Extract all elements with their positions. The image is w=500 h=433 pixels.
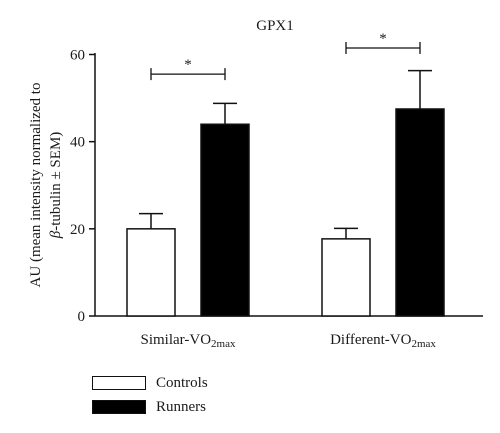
legend-swatch-runners — [92, 400, 146, 414]
bar-controls-1 — [321, 238, 371, 317]
y-tick-label-60: 60 — [70, 48, 85, 64]
y-tick-label-0: 0 — [78, 309, 86, 325]
x-tick-label-similar: Similar-VO2max — [141, 332, 236, 350]
bar-runners-1 — [395, 108, 445, 317]
legend-label-runners: Runners — [156, 398, 206, 415]
legend-item-runners: Runners — [92, 396, 208, 418]
y-axis-ticks: 0 20 40 60 — [70, 48, 95, 325]
legend-label-controls: Controls — [156, 374, 208, 391]
bars — [126, 108, 445, 317]
significance-markers: ** — [150, 31, 421, 81]
y-axis-label-line-1: AU (mean intensity normalized to — [28, 83, 44, 288]
bar-runners-0 — [200, 123, 250, 317]
y-axis-label-line-2: β-tubulin ± SEM) — [48, 132, 64, 240]
bar-controls-0 — [126, 228, 176, 317]
legend-swatch-controls — [92, 376, 146, 390]
y-tick-label-40: 40 — [70, 135, 85, 151]
y-axis-label-rest: -tubulin ± SEM) — [48, 132, 64, 231]
x-tick-label-different: Different-VO2max — [330, 332, 436, 350]
error-bars — [139, 69, 432, 239]
significance-star-0: * — [184, 57, 192, 73]
chart-title: GPX1 — [256, 18, 294, 34]
legend: Controls Runners — [92, 372, 208, 420]
legend-item-controls: Controls — [92, 372, 208, 394]
y-axis-label-beta: β — [48, 230, 64, 239]
y-tick-label-20: 20 — [70, 222, 85, 238]
significance-star-1: * — [379, 31, 387, 47]
